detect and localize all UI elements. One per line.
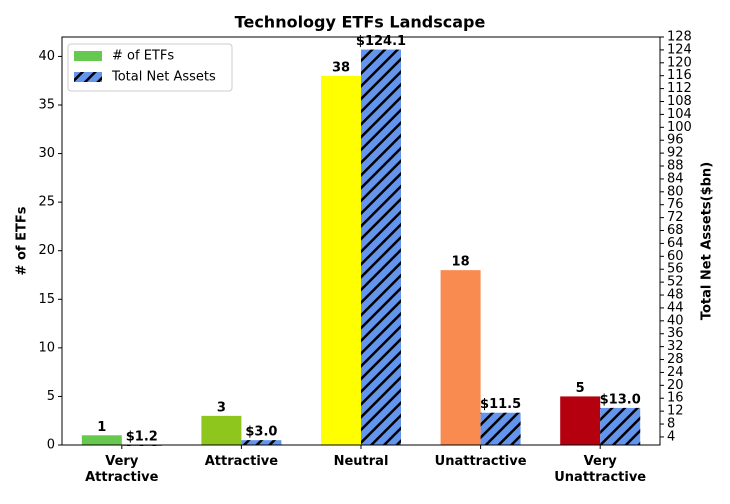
- data-label: 1: [97, 420, 106, 435]
- data-label: 18: [452, 255, 470, 270]
- data-label: $3.0: [245, 425, 277, 440]
- x-tick-label: Unattractive: [435, 454, 527, 469]
- y2-tick-label: 12: [667, 404, 684, 419]
- y-axis-label: # of ETFs: [15, 206, 30, 275]
- y2-tick-label: 68: [667, 223, 684, 238]
- y2-tick-label: 60: [667, 249, 684, 264]
- x-tick-label-line: Attractive: [85, 470, 159, 485]
- bar: [440, 270, 481, 445]
- y2-tick-label: 92: [667, 146, 684, 161]
- y2-tick-label: 128: [667, 30, 692, 45]
- y2-tick-label: 104: [667, 107, 692, 122]
- y2-tick-label: 100: [667, 120, 692, 135]
- data-label: $124.1: [356, 34, 406, 49]
- data-label: $13.0: [600, 392, 641, 407]
- y2-tick-label: 44: [667, 300, 684, 315]
- data-label: $1.2: [126, 430, 158, 445]
- y2-axis-label: Total Net Assets($bn): [700, 162, 715, 320]
- data-label: $11.5: [480, 397, 521, 412]
- x-tick-label-line: Very: [105, 454, 139, 469]
- y-tick-label: 0: [47, 438, 55, 453]
- y2-tick-label: 8: [667, 417, 675, 432]
- y2-tick-label: 36: [667, 326, 684, 341]
- chart-title: Technology ETFs Landscape: [235, 13, 486, 32]
- x-tick-label-line: Neutral: [334, 454, 389, 469]
- x-tick-label-line: Unattractive: [554, 470, 646, 485]
- data-label: 5: [576, 381, 585, 396]
- y2-tick-label: 72: [667, 210, 684, 225]
- x-tick-label-line: Very: [584, 454, 618, 469]
- y2-tick-label: 88: [667, 159, 684, 174]
- y2-tick-label: 76: [667, 197, 684, 212]
- legend-box: [67, 43, 233, 92]
- legend-swatch-hatch: [74, 72, 102, 82]
- y2-tick-label: 80: [667, 184, 684, 199]
- bar: [560, 396, 601, 445]
- x-tick-label: Attractive: [205, 454, 279, 469]
- y2-tick-label: 52: [667, 275, 684, 290]
- data-label: 3: [217, 400, 226, 415]
- y2-tick-label: 64: [667, 236, 684, 251]
- y2-tick-label: 120: [667, 55, 692, 70]
- y-tick-label: 25: [38, 195, 55, 210]
- y2-tick-label: 84: [667, 171, 684, 186]
- y-tick-label: 10: [38, 340, 55, 355]
- y2-tick-label: 48: [667, 288, 684, 303]
- y2-tick-label: 28: [667, 352, 684, 367]
- y2-tick-label: 32: [667, 339, 684, 354]
- legend-label: Total Net Assets: [111, 70, 216, 85]
- y2-tick-label: 116: [667, 68, 692, 83]
- y-tick-label: 5: [47, 389, 55, 404]
- y2-tick-label: 56: [667, 262, 684, 277]
- axes-frame: [61, 36, 661, 446]
- y2-tick-label: 16: [667, 391, 684, 406]
- y2-tick-label: 96: [667, 133, 684, 148]
- legend-label: # of ETFs: [112, 49, 174, 64]
- y-tick-label: 35: [38, 98, 55, 113]
- y2-tick-label: 20: [667, 378, 684, 393]
- y-tick-label: 30: [38, 146, 55, 161]
- bar-hatch: [600, 407, 641, 445]
- y-tick-label: 40: [38, 49, 55, 64]
- y-tick-label: 15: [38, 292, 55, 307]
- y2-tick-label: 108: [667, 94, 692, 109]
- x-tick-label-line: Attractive: [205, 454, 279, 469]
- x-tick-label: Neutral: [334, 454, 389, 469]
- x-tick-label: Very Attractive: [85, 454, 159, 485]
- data-label: 38: [332, 60, 350, 75]
- y2-tick-label: 40: [667, 313, 684, 328]
- y2-tick-label: 4: [667, 429, 675, 444]
- x-tick-label-line: Unattractive: [435, 454, 527, 469]
- y2-tick-label: 112: [667, 81, 692, 96]
- y2-tick-label: 124: [667, 42, 692, 57]
- bar-hatch: [361, 49, 401, 446]
- x-tick-label: Very Unattractive: [554, 454, 646, 485]
- bar-hatch: [480, 412, 521, 445]
- legend-swatch: [74, 51, 102, 61]
- bar-hatch: [241, 440, 282, 445]
- bar: [201, 415, 242, 445]
- y-tick-label: 20: [38, 243, 55, 258]
- y2-tick-label: 24: [667, 365, 684, 380]
- bar: [321, 75, 361, 445]
- bar: [81, 435, 122, 445]
